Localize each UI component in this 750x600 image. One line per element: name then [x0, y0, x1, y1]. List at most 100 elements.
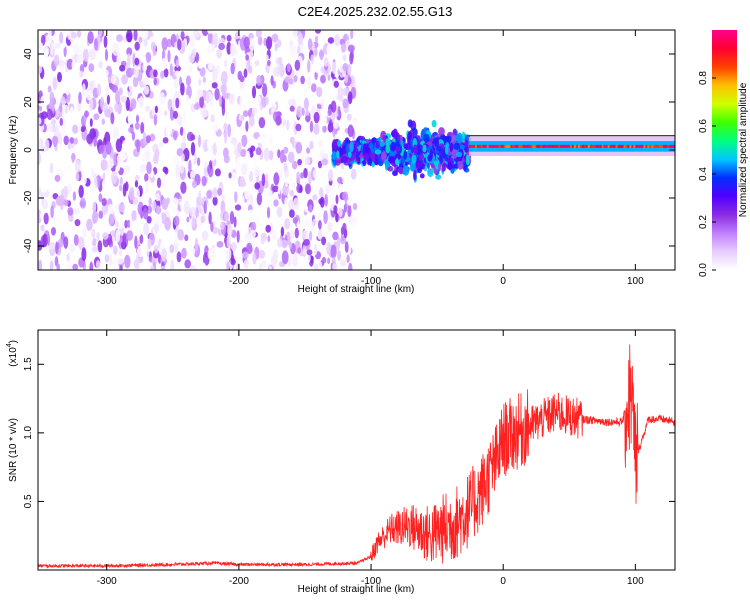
- spectrogram-cell: [157, 214, 162, 228]
- carrier-segment: [488, 144, 491, 148]
- spectrogram-cell: [69, 137, 75, 144]
- spectrogram-cell: [350, 30, 354, 40]
- spectrogram-cell: [134, 235, 138, 249]
- carrier-segment: [649, 144, 652, 148]
- spectrogram-cell: [112, 127, 120, 139]
- spectrogram-cell: [234, 191, 238, 203]
- spectrogram-cell: [109, 246, 114, 254]
- carrier-segment: [599, 144, 602, 148]
- carrier-segment: [546, 144, 549, 148]
- spectrogram-cell: [249, 150, 254, 158]
- carrier-segment: [484, 144, 487, 148]
- spectrogram-cell: [93, 113, 100, 121]
- spectrogram-cell: [430, 135, 434, 143]
- spectrogram-cell: [330, 100, 337, 113]
- spectrogram-cell: [254, 182, 260, 190]
- spectrogram-cell: [81, 174, 87, 186]
- colorbar-tick-label: 0.2: [698, 215, 709, 229]
- spectrogram-cell: [275, 115, 282, 126]
- spectrogram-cell: [234, 48, 238, 57]
- spectrogram-cell: [310, 256, 314, 264]
- spectrogram-cell: [264, 251, 272, 261]
- spectrogram-cell: [198, 190, 202, 205]
- carrier-segment: [532, 144, 535, 148]
- spectrogram-cell: [104, 246, 111, 253]
- spectrogram-cell: [137, 201, 144, 216]
- spectrogram-cell: [306, 147, 311, 154]
- snr-x-ticks: -300 -200 -100 0 100: [97, 330, 644, 587]
- spectrogram-cell: [106, 38, 111, 53]
- y-tick-label: -40: [23, 238, 34, 253]
- spectrogram-cell: [217, 187, 223, 196]
- spectrogram-cell: [102, 232, 109, 240]
- spectrogram-cell: [281, 250, 289, 265]
- spectrogram-cell: [199, 95, 205, 109]
- spectrogram-cell: [444, 145, 449, 155]
- spectrogram-cell: [211, 43, 216, 53]
- spectrogram-cell: [269, 65, 273, 78]
- spectrogram-cell: [292, 217, 298, 224]
- spectrogram-cell: [352, 117, 358, 125]
- spectrogram-cell: [192, 30, 200, 39]
- spectrogram-cell: [67, 142, 72, 150]
- spectrogram-cell: [118, 184, 123, 192]
- spectrogram-cell: [198, 134, 201, 148]
- spectrogram-cell: [160, 174, 168, 186]
- spectrogram-cell: [154, 105, 158, 114]
- spectrogram-cell: [118, 87, 123, 96]
- carrier-segment: [605, 144, 608, 148]
- spectrogram-cell: [307, 74, 312, 89]
- spectrogram-cell: [42, 233, 48, 248]
- spectrogram-cell: [134, 174, 140, 182]
- spectrogram-cell: [179, 126, 184, 136]
- carrier-segment: [595, 144, 598, 148]
- spectrogram-cell: [312, 194, 318, 201]
- spectrogram-cell: [55, 241, 59, 255]
- spectrogram-cell: [304, 205, 309, 213]
- carrier-segment: [637, 144, 640, 148]
- spectrogram-cell: [297, 32, 304, 46]
- spectrogram-cell: [126, 30, 133, 43]
- spectrogram-cell: [323, 68, 328, 77]
- spectrogram-cell: [139, 95, 144, 108]
- spectrogram-cell: [203, 200, 207, 214]
- spectrogram-cell: [93, 136, 97, 147]
- spectrogram-cell: [190, 34, 196, 48]
- spectrogram-cell: [431, 119, 437, 128]
- spectrogram-cell: [82, 83, 86, 95]
- spectrogram-cell: [344, 241, 349, 254]
- spectrogram-cell: [96, 231, 100, 242]
- spectrogram-cell: [173, 215, 180, 227]
- spectrogram-cell: [142, 207, 149, 220]
- spectrogram-cell: [134, 41, 140, 51]
- spectrogram-cell: [327, 221, 333, 232]
- spectrogram-cell: [167, 49, 171, 63]
- spectrogram-cell: [284, 218, 291, 230]
- spectrogram-cell: [384, 160, 391, 168]
- spectrogram-cell: [295, 141, 303, 154]
- spectrogram-cell: [63, 236, 69, 249]
- spectrogram-cell: [164, 167, 169, 175]
- carrier-segment: [516, 144, 519, 148]
- spectrogram-cell: [62, 104, 70, 118]
- spectrogram-cell: [319, 150, 325, 162]
- carrier-segment: [583, 144, 586, 148]
- spectrogram-cell: [439, 154, 443, 166]
- carrier-segment: [667, 144, 670, 148]
- spectrogram-cell: [104, 108, 112, 118]
- spectrogram-cell: [207, 31, 213, 44]
- carrier-segment: [558, 144, 561, 148]
- spectrogram-cell: [220, 221, 225, 231]
- spectrogram-cell: [297, 247, 301, 254]
- spectrogram-cell: [166, 197, 171, 205]
- spectrogram-cell: [212, 142, 217, 156]
- spectrogram-cell: [39, 211, 44, 220]
- spectrogram-cell: [291, 182, 297, 189]
- spectrogram-cell: [262, 138, 270, 148]
- spectrogram-cell: [303, 97, 309, 110]
- spectrogram-cell: [347, 91, 353, 105]
- spectrogram-cell: [374, 153, 378, 162]
- carrier-segment: [494, 144, 497, 148]
- spectrogram-cell: [159, 92, 165, 105]
- spectrogram-cell: [169, 244, 175, 254]
